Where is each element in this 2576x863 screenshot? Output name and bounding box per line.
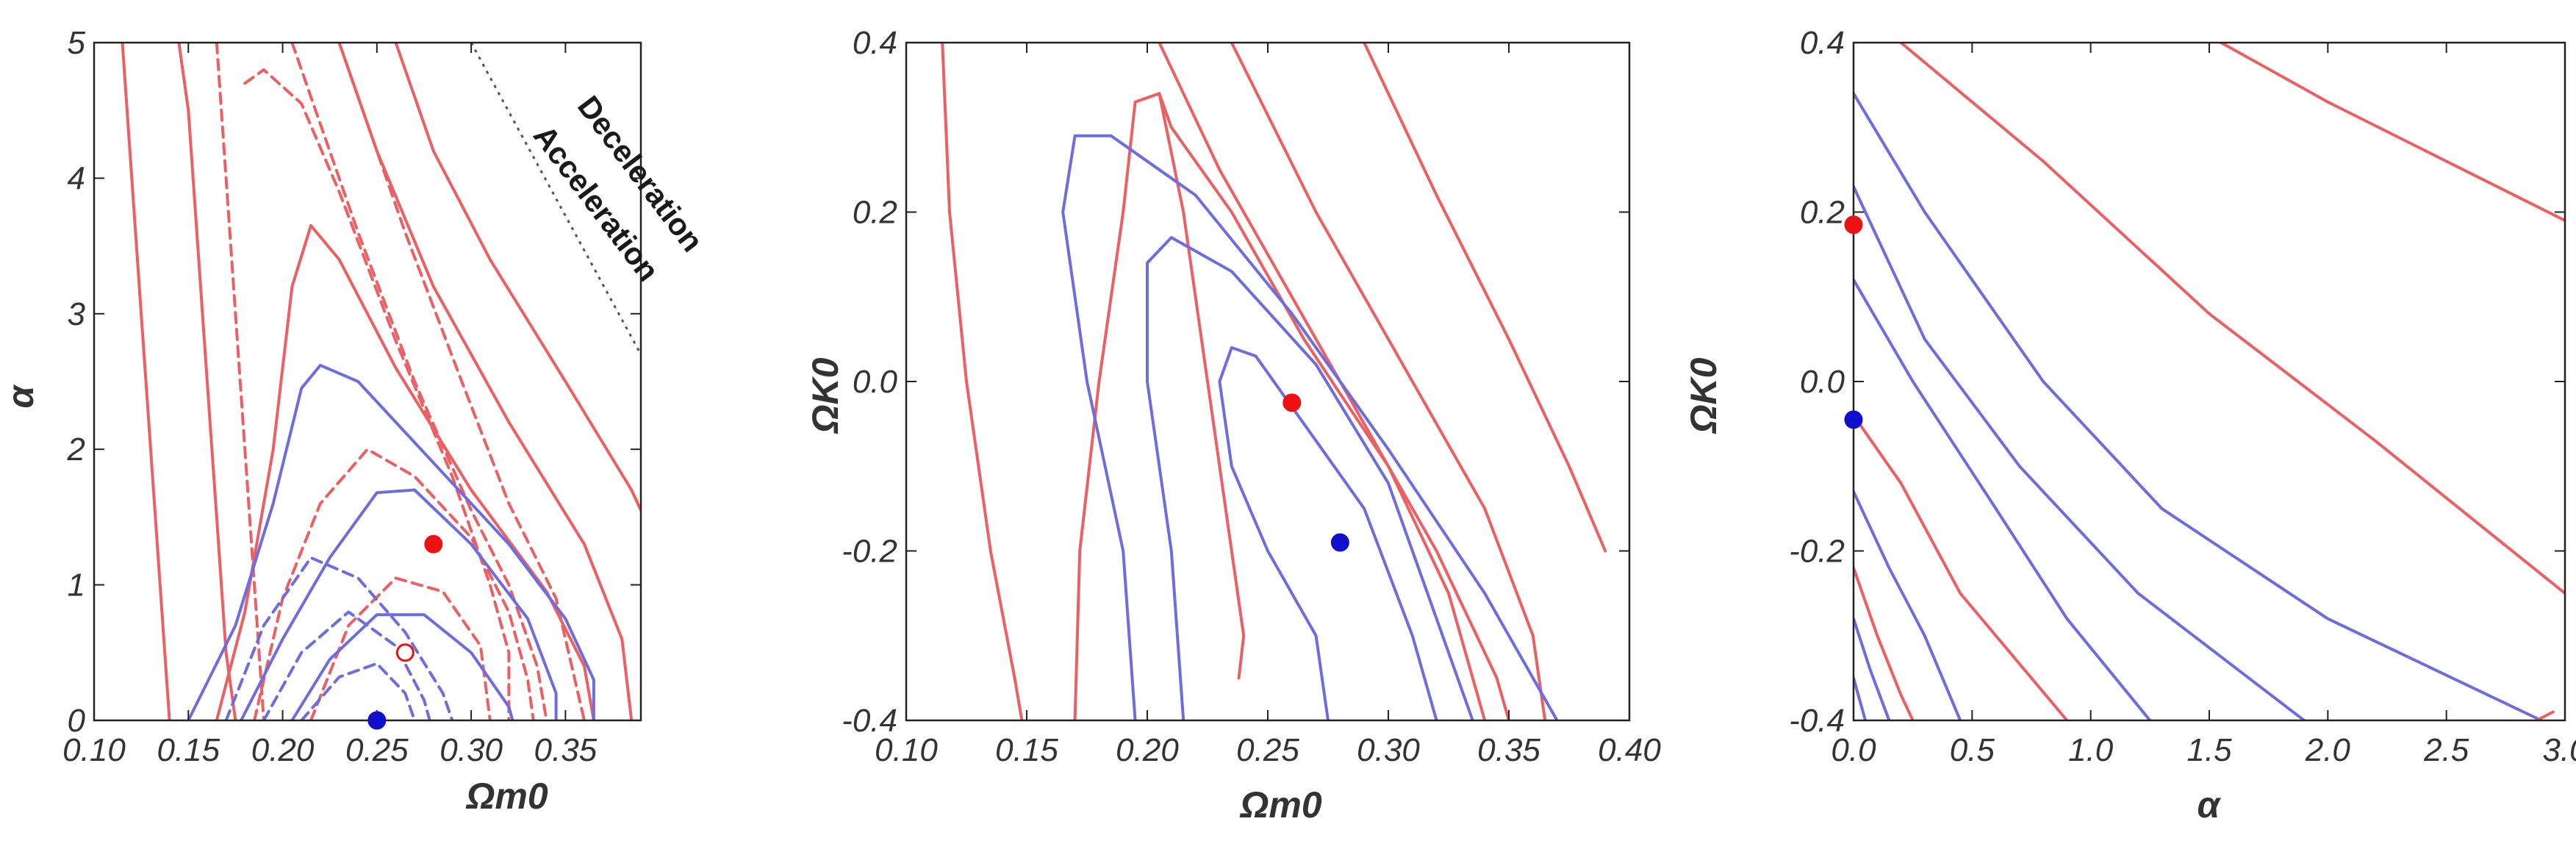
y-tick-label: 3: [68, 296, 86, 332]
red-contour-solid: [2535, 710, 2555, 720]
blue-contour-dashed: [224, 556, 454, 720]
best-fit-point-blue: [1844, 410, 1863, 429]
contour-group: [121, 43, 641, 720]
y-tick-label: 0.2: [1800, 195, 1845, 231]
blue-contour-solid: [1218, 345, 1438, 720]
blue-contour-solid: [1854, 278, 2152, 720]
red-contour-solid: [1899, 43, 2565, 595]
x-tick-label: 0.35: [534, 732, 598, 768]
x-tick-label: 3.0: [2542, 732, 2576, 768]
best-fit-point-blue: [1330, 533, 1349, 552]
x-tick-label: 1.0: [2068, 732, 2114, 768]
plot-frame: [93, 41, 642, 722]
panel-omega-k0-vs-omega-m0: 0.10 0.15 0.20 0.25 0.30 0.35 0.40 -0.4 -0.2 0.0 0…: [805, 25, 1661, 826]
red-contour-solid: [1073, 92, 1487, 720]
red-contour-dashed: [337, 43, 586, 720]
x-tick-label: 2.5: [2423, 732, 2469, 768]
red-contour-solid: [1363, 43, 1607, 553]
plot-area: 0.10 0.15 0.20 0.25 0.30 0.35 0 1 2 3 4 5: [62, 25, 642, 768]
red-contour-solid: [2220, 43, 2565, 222]
y-tick-label: 1: [68, 567, 85, 604]
y-tick-label: 0.4: [853, 25, 897, 61]
y-tick-label: 0.4: [1800, 25, 1845, 61]
y-tick-label: 2: [67, 432, 85, 468]
red-contour-solid: [215, 223, 595, 720]
panel-omega-k0-vs-alpha: 0.0 0.5 1.0 1.5 2.0 2.5 3.0 -0.4 -0.2 0.0 0.2 0.4 α…: [1683, 25, 2576, 826]
y-tick-label: 0: [68, 703, 86, 739]
y-axis-label: α: [0, 384, 41, 409]
x-tick-label: 0.10: [62, 732, 126, 768]
best-fit-point-red: [424, 534, 443, 554]
x-tick-label: 0.35: [1477, 732, 1540, 768]
y-axis-label: ΩK0: [805, 357, 846, 434]
contour-group: [941, 43, 1607, 720]
y-tick-label: 4: [68, 160, 85, 196]
y-tick-label: -0.2: [842, 534, 897, 570]
blue-contour-dashed: [262, 610, 431, 720]
red-contour-solid: [941, 43, 1024, 720]
x-tick-label: 0.20: [1116, 732, 1179, 768]
blue-contour-dashed: [300, 662, 417, 720]
red-contour-solid: [1854, 414, 2069, 720]
y-tick-label: -0.2: [1789, 534, 1845, 570]
x-tick-label: 0.25: [345, 732, 409, 768]
red-contour-dashed: [215, 43, 265, 720]
x-tick-label: 0.10: [875, 732, 938, 768]
y-tick-label: 5: [68, 25, 86, 61]
y-tick-label: 0.0: [1800, 364, 1845, 400]
x-tick-label: 0.20: [251, 732, 315, 768]
blue-contour-solid: [240, 488, 558, 720]
x-tick-label: 0.15: [157, 732, 220, 768]
red-contour-solid: [1230, 43, 1547, 720]
blue-contour-solid: [1854, 490, 1962, 720]
y-tick-label: 0.2: [853, 195, 897, 231]
blue-contour-solid: [1061, 134, 1559, 720]
x-tick-label: 1.5: [2186, 732, 2232, 768]
blue-contour-solid: [290, 613, 514, 720]
blue-contour-solid: [1146, 236, 1474, 720]
red-contour-solid: [394, 43, 641, 512]
red-contour-solid: [121, 43, 171, 720]
x-tick-label: 0.40: [1598, 732, 1661, 768]
red-contour-solid: [177, 43, 237, 720]
red-contour-dashed: [243, 68, 511, 720]
x-axis-label: α: [2197, 784, 2221, 826]
blue-contour-solid: [1854, 617, 1891, 720]
best-fit-point-blue: [367, 711, 387, 730]
blue-contour-solid: [1854, 92, 2543, 720]
x-axis-label: Ωm0: [1239, 784, 1321, 826]
red-contour-solid: [1158, 92, 1246, 680]
y-tick-label: -0.4: [842, 703, 897, 739]
x-tick-label: 0.30: [440, 732, 503, 768]
red-contour-solid: [337, 43, 634, 720]
x-tick-label: 0.5: [1950, 732, 1995, 768]
x-tick-label: 0.15: [995, 732, 1058, 768]
x-tick-label: 0.30: [1357, 732, 1420, 768]
red-contour-solid: [1158, 43, 1510, 720]
x-tick-label: 2.0: [2305, 732, 2351, 768]
plot-area: 0.0 0.5 1.0 1.5 2.0 2.5 3.0 -0.4 -0.2 0.0 0.2 0.4: [1789, 25, 2576, 768]
y-tick-label: -0.4: [1789, 703, 1845, 739]
blue-contour-solid: [1854, 185, 2306, 720]
best-fit-point-red: [1844, 215, 1863, 234]
deceleration-boundary-line: [470, 43, 641, 355]
blue-contour-solid: [187, 363, 595, 720]
y-axis-label: ΩK0: [1683, 357, 1724, 434]
x-axis-label: Ωm0: [465, 776, 548, 817]
plot-area: 0.10 0.15 0.20 0.25 0.30 0.35 0.40 -0.4 -0.2 0.0 0…: [842, 25, 1661, 768]
red-contour-solid: [1854, 566, 1915, 720]
best-fit-point-red: [1282, 393, 1302, 412]
contour-group: [1854, 43, 2565, 720]
x-tick-label: 0.0: [1831, 732, 1876, 768]
y-tick-label: 0.0: [853, 364, 898, 400]
red-contour-dashed: [253, 448, 535, 720]
blue-contour-solid: [1854, 676, 1868, 720]
red-contour-dashed: [309, 576, 492, 720]
open-point-red: [395, 643, 415, 662]
x-tick-label: 0.25: [1236, 732, 1299, 768]
